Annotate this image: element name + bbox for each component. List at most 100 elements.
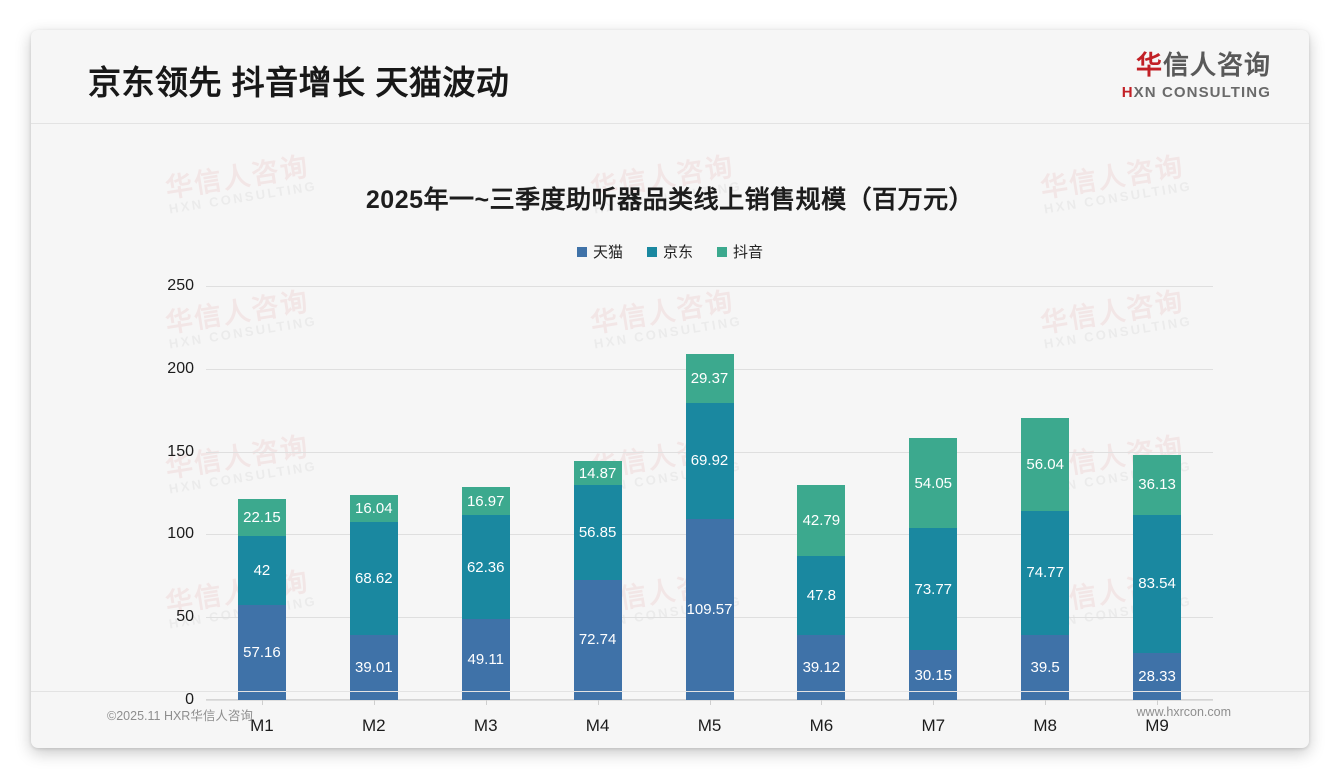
logo-english-accent: H — [1121, 84, 1134, 101]
x-axis-tick-label: M2 — [362, 716, 386, 735]
bar-value-label: 14.87 — [578, 464, 617, 482]
x-axis-tickmark — [821, 700, 823, 705]
bar-value-label: 16.04 — [355, 500, 393, 517]
bar-value-label: 54.05 — [914, 474, 953, 492]
bar-value-label: 28.33 — [1138, 668, 1176, 686]
logo-chinese-rest: 信人咨询 — [1162, 50, 1271, 80]
website-url: www.hxrcon.com — [1136, 705, 1231, 719]
bar-segment-天猫-M1[interactable]: 57.16 — [237, 605, 286, 700]
x-axis-tick-label: M7 — [921, 716, 946, 735]
x-axis-tickmark — [597, 700, 599, 705]
x-axis-tick-label: M9 — [1145, 716, 1169, 735]
bar-value-label: 68.62 — [355, 570, 393, 588]
bar-segment-京东-M1[interactable]: 42 — [237, 535, 286, 606]
x-axis-tickmark — [261, 700, 263, 705]
x-axis-tickmark — [373, 700, 375, 705]
bar-value-label: 74.77 — [1026, 564, 1064, 582]
bar-value-label: 72.74 — [578, 631, 617, 649]
chart-title: 2025年一~三季度助听器品类线上销售规模（百万元） — [365, 186, 975, 214]
legend-swatch-icon — [576, 246, 587, 257]
bar-value-label: 109.57 — [686, 600, 733, 618]
x-axis-tick-label: M4 — [585, 716, 610, 735]
bar-value-label: 69.92 — [690, 452, 729, 470]
bar-group-M7[interactable]: 30.15 73.77 54.05 — [909, 438, 958, 700]
x-axis-tickmark — [485, 700, 487, 705]
bar-value-label: 39.5 — [1030, 658, 1060, 676]
bar-segment-京东-M7[interactable]: 73.77 — [909, 527, 958, 651]
bar-value-label: 39.01 — [355, 659, 393, 677]
bar-value-label: 36.13 — [1138, 476, 1176, 494]
bar-value-label: 83.54 — [1138, 575, 1176, 593]
y-axis-tick-label: 200 — [167, 359, 194, 377]
bar-segment-抖音-M9[interactable]: 36.13 — [1133, 454, 1182, 515]
bar-group-M6[interactable]: 39.12 47.8 42.79 — [797, 485, 846, 700]
page-title: 京东领先 抖音增长 天猫波动 — [88, 64, 510, 101]
bar-segment-京东-M5[interactable]: 69.92 — [685, 402, 734, 519]
bar-segment-天猫-M5[interactable]: 109.57 — [685, 518, 734, 700]
bar-segment-天猫-M2[interactable]: 39.01 — [349, 635, 398, 700]
bar-segment-京东-M8[interactable]: 74.77 — [1021, 510, 1070, 635]
bar-segment-抖音-M1[interactable]: 22.15 — [237, 499, 286, 536]
bar-value-label: 49.11 — [467, 650, 504, 668]
legend-swatch-icon — [646, 246, 657, 257]
bar-group-M3[interactable]: 49.11 62.36 16.97 — [461, 487, 510, 700]
legend-item-抖音[interactable]: 抖音 — [717, 241, 763, 262]
x-axis-tick-label: M5 — [697, 716, 722, 735]
bar-segment-京东-M6[interactable]: 47.8 — [797, 556, 846, 636]
chart-legend: 天猫 京东 抖音 — [31, 241, 1309, 262]
legend-label: 抖音 — [733, 244, 764, 261]
bar-value-label: 73.77 — [914, 580, 953, 598]
bar-segment-京东-M4[interactable]: 56.85 — [573, 485, 622, 580]
gridline — [206, 286, 1213, 287]
legend-item-天猫[interactable]: 天猫 — [576, 241, 623, 262]
bar-value-label: 42 — [253, 562, 271, 580]
bar-value-label: 56.85 — [578, 523, 617, 541]
x-axis-tickmark — [709, 700, 711, 705]
bar-segment-抖音-M2[interactable]: 16.04 — [349, 495, 398, 522]
bar-segment-抖音-M3[interactable]: 16.97 — [461, 487, 510, 516]
copyright-text: ©2025.11 HXR华信人咨询 — [107, 709, 253, 723]
brand-logo: 华信人咨询 HXN CONSULTING — [1122, 52, 1271, 100]
bar-segment-抖音-M8[interactable]: 56.04 — [1021, 417, 1070, 511]
logo-chinese: 华信人咨询 — [1122, 52, 1271, 78]
bar-group-M1[interactable]: 57.16 42 22.15 — [237, 499, 286, 700]
bar-segment-抖音-M4[interactable]: 14.87 — [573, 460, 622, 486]
bar-segment-天猫-M3[interactable]: 49.11 — [461, 618, 510, 700]
y-axis-tick-label: 100 — [167, 525, 194, 543]
legend-label: 京东 — [662, 244, 693, 261]
y-axis-tick-label: 250 — [167, 277, 194, 294]
bar-value-label: 22.15 — [243, 508, 281, 526]
bar-segment-京东-M9[interactable]: 83.54 — [1133, 514, 1182, 654]
x-axis-tick-label: M6 — [809, 716, 834, 735]
legend-item-京东[interactable]: 京东 — [646, 241, 693, 262]
bar-segment-京东-M3[interactable]: 62.36 — [461, 515, 510, 619]
legend-label: 天猫 — [592, 244, 623, 261]
bar-group-M8[interactable]: 39.5 74.77 56.04 — [1021, 417, 1070, 700]
logo-english: HXN CONSULTING — [1122, 85, 1271, 100]
bar-segment-抖音-M7[interactable]: 54.05 — [909, 438, 958, 528]
bar-group-M2[interactable]: 39.01 68.62 16.04 — [349, 495, 398, 700]
y-axis-tick-label: 50 — [176, 608, 194, 626]
bar-value-label: 57.16 — [243, 644, 281, 662]
legend-swatch-icon — [717, 246, 727, 257]
bar-value-label: 56.04 — [1026, 455, 1064, 473]
x-axis-tick-label: M1 — [250, 716, 274, 735]
x-axis-tickmark — [933, 700, 935, 705]
bar-group-M9[interactable]: 28.33 83.54 36.13 — [1133, 454, 1182, 700]
x-axis-tick-label: M3 — [473, 716, 498, 735]
bar-value-label: 62.36 — [466, 558, 505, 576]
bar-value-label: 16.97 — [466, 492, 505, 510]
bar-value-label: 47.8 — [806, 587, 836, 605]
logo-english-rest: XN CONSULTING — [1133, 84, 1271, 101]
bar-segment-天猫-M4[interactable]: 72.74 — [573, 579, 622, 700]
x-axis-tickmark — [1045, 700, 1047, 705]
x-axis-tickmark — [1157, 700, 1159, 705]
bar-series: 57.16 42 22.15 39.01 68.62 16.04 49.11 62.36 16.… — [206, 286, 1213, 700]
bar-segment-京东-M2[interactable]: 68.62 — [349, 521, 398, 636]
bar-group-M5[interactable]: 109.57 69.92 29.37 — [685, 354, 734, 700]
bar-group-M4[interactable]: 72.74 56.85 14.87 — [573, 460, 622, 700]
bar-segment-抖音-M6[interactable]: 42.79 — [797, 485, 846, 557]
bar-segment-抖音-M5[interactable]: 29.37 — [685, 354, 734, 403]
bar-value-label: 39.12 — [802, 659, 841, 677]
